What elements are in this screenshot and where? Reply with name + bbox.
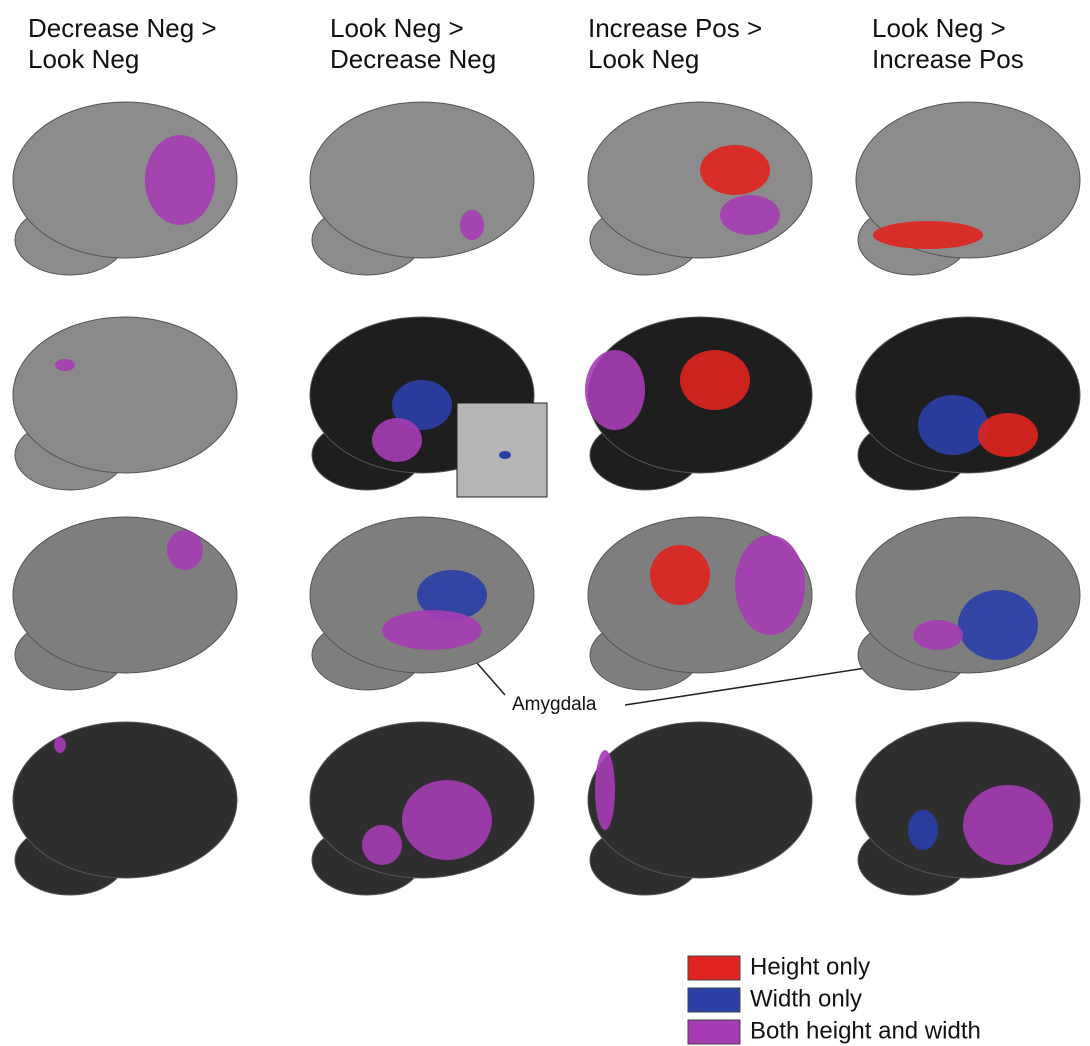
activation: [680, 350, 750, 410]
activation: [720, 195, 780, 235]
legend-label: Height only: [750, 953, 870, 980]
activation: [913, 620, 963, 650]
activation: [595, 750, 615, 830]
legend-label: Both height and width: [750, 1017, 981, 1044]
cerebrum: [12, 721, 238, 879]
activation: [650, 545, 710, 605]
brain: [587, 101, 813, 276]
activation: [735, 535, 805, 635]
activation: [382, 610, 482, 650]
brain: [855, 721, 1081, 896]
inset: [456, 402, 548, 498]
brain: [12, 316, 238, 491]
cerebrum: [855, 721, 1081, 879]
annotation: Amygdala: [512, 694, 597, 715]
activation: [460, 210, 484, 240]
activation: [873, 221, 983, 249]
brain: [12, 101, 238, 276]
activation: [417, 570, 487, 620]
brain: [855, 516, 1081, 691]
activation: [978, 413, 1038, 457]
cerebrum: [855, 516, 1081, 674]
brain: [585, 316, 813, 491]
activation: [362, 825, 402, 865]
column-title: Look Neg: [588, 44, 699, 74]
activation: [585, 350, 645, 430]
inset-blob: [499, 451, 511, 459]
activation: [145, 135, 215, 225]
brain: [309, 101, 535, 276]
column-title: Decrease Neg: [330, 44, 496, 74]
column-title: Increase Pos: [872, 44, 1024, 74]
column-title: Increase Pos >: [588, 13, 762, 43]
legend-swatch: [687, 987, 741, 1013]
activation: [958, 590, 1038, 660]
cerebrum: [12, 316, 238, 474]
brain: [587, 516, 813, 691]
cerebrum: [12, 516, 238, 674]
column-title: Decrease Neg >: [28, 13, 217, 43]
legend-label: Width only: [750, 985, 862, 1012]
activation: [402, 780, 492, 860]
brain: [309, 721, 535, 896]
brain: [12, 516, 238, 691]
activation: [55, 359, 75, 371]
activation: [963, 785, 1053, 865]
legend-swatch: [687, 955, 741, 981]
cerebrum: [587, 101, 813, 259]
cerebrum: [309, 101, 535, 259]
brain: [855, 316, 1081, 491]
activation: [54, 737, 66, 753]
brain: [855, 101, 1081, 276]
column-title: Look Neg: [28, 44, 139, 74]
brain: [12, 721, 238, 896]
brain: [309, 516, 535, 691]
activation: [392, 380, 452, 430]
column-title: Look Neg >: [872, 13, 1006, 43]
cerebrum: [855, 101, 1081, 259]
activation: [908, 810, 938, 850]
activation: [700, 145, 770, 195]
activation: [372, 418, 422, 462]
brain: [587, 721, 813, 896]
cerebrum: [587, 721, 813, 879]
column-title: Look Neg >: [330, 13, 464, 43]
activation: [918, 395, 988, 455]
legend-swatch: [687, 1019, 741, 1045]
activation: [167, 530, 203, 570]
